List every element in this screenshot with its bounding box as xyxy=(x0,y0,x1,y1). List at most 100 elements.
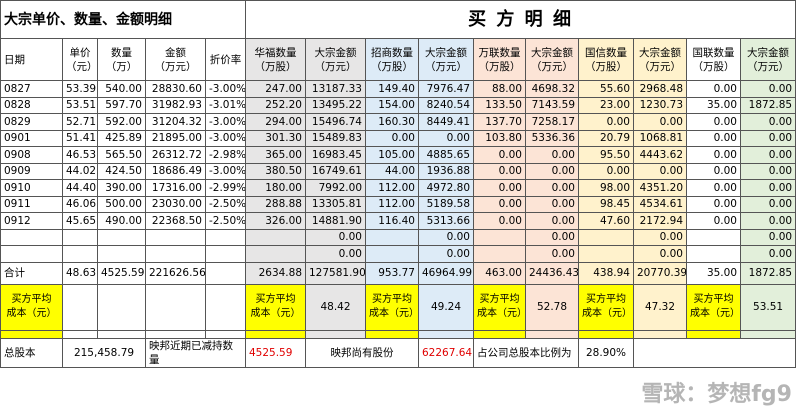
cell: 0.00 xyxy=(525,179,579,197)
cell: 52.71 xyxy=(62,113,98,131)
cell: 0.00 xyxy=(525,162,579,180)
cell: 4351.20 xyxy=(633,179,687,197)
cell: 0.00 xyxy=(473,146,526,164)
title-row: 大宗单价、数量、金额明细买 方 明 细 xyxy=(0,0,797,39)
average-label: 买方平均 成本（元） xyxy=(365,283,419,331)
column-header: 万联数量 （万股） xyxy=(473,38,526,81)
cell: 31204.32 xyxy=(145,113,206,131)
cell xyxy=(145,245,206,263)
cell: 0.00 xyxy=(686,179,741,197)
data-row: 0827 53.39 540.00 28830.60 -3.00% 247.00 13187… xyxy=(0,80,797,98)
cell: 13187.33 xyxy=(305,80,366,98)
cell: -2.50% xyxy=(205,195,246,213)
data-row: 0912 45.65 490.00 22368.50 -2.50% 326.00 14881… xyxy=(0,212,797,230)
cell: 0.00 xyxy=(525,245,579,263)
cell: 137.70 xyxy=(473,113,526,131)
stripe-cell xyxy=(145,329,206,339)
cell: 294.00 xyxy=(245,113,306,131)
cell: 0.00 xyxy=(739,245,797,263)
cell: 0.00 xyxy=(739,228,797,246)
cell: 23.00 xyxy=(578,96,634,114)
cell: 252.20 xyxy=(245,96,306,114)
cell: 540.00 xyxy=(97,80,146,98)
cell: 4698.32 xyxy=(525,80,579,98)
cell: 2634.88 xyxy=(245,261,306,285)
cell xyxy=(62,245,98,263)
stripe-cell xyxy=(633,329,687,339)
cell: 28830.60 xyxy=(145,80,206,98)
cell xyxy=(145,228,206,246)
cell xyxy=(686,228,741,246)
cell: 5336.36 xyxy=(525,129,579,147)
cell: 47.60 xyxy=(578,212,634,230)
cell: 7976.47 xyxy=(418,80,474,98)
cell: 0.00 xyxy=(305,228,366,246)
cell: 0.00 xyxy=(418,129,474,147)
summary-label: 总股本 xyxy=(0,337,63,368)
cell: -2.98% xyxy=(205,146,246,164)
total-row: 合计 48.63 4525.59 221626.56 2634.88 127581.90 9… xyxy=(0,261,797,285)
cell: 154.00 xyxy=(365,96,419,114)
average-value: 53.51 xyxy=(739,283,797,331)
cell: 46.53 xyxy=(62,146,98,164)
cell: 390.00 xyxy=(97,179,146,197)
cell: 5313.66 xyxy=(418,212,474,230)
cell: 98.45 xyxy=(578,195,634,213)
row-label: 0909 xyxy=(0,162,63,180)
title-right: 买 方 明 细 xyxy=(244,0,797,39)
cell: 0.00 xyxy=(365,129,419,147)
stripe-cell xyxy=(97,329,146,339)
stripe-cell xyxy=(365,329,419,339)
column-header: 数量 （万） xyxy=(97,38,146,81)
cell: 8449.41 xyxy=(418,113,474,131)
row-label: 0911 xyxy=(0,195,63,213)
cell: 953.77 xyxy=(365,261,419,285)
cell: 4525.59 xyxy=(97,261,146,285)
column-header: 招商数量 （万股） xyxy=(365,38,419,81)
cell: 438.94 xyxy=(578,261,634,285)
cell: 7258.17 xyxy=(525,113,579,131)
cell: 31982.93 xyxy=(145,96,206,114)
row-label: 合计 xyxy=(0,261,63,285)
title-left: 大宗单价、数量、金额明细 xyxy=(0,0,246,39)
cell: 0.00 xyxy=(525,195,579,213)
row-label: 0908 xyxy=(0,146,63,164)
column-header: 折价率 xyxy=(205,38,246,81)
cell: 20.79 xyxy=(578,129,634,147)
cell: 5189.58 xyxy=(418,195,474,213)
cell: 288.88 xyxy=(245,195,306,213)
cell: 463.00 xyxy=(473,261,526,285)
data-row: 0910 44.40 390.00 17316.00 -2.99% 180.00 7992.… xyxy=(0,179,797,197)
stripe-cell xyxy=(205,329,246,339)
cell xyxy=(578,228,634,246)
cell: 0.00 xyxy=(525,212,579,230)
row-label: 0901 xyxy=(0,129,63,147)
summary-value: 215,458.79 xyxy=(62,337,146,368)
cell: 365.00 xyxy=(245,146,306,164)
cell xyxy=(365,228,419,246)
cell: 103.80 xyxy=(473,129,526,147)
cell: 0.00 xyxy=(739,195,797,213)
cell: 44.40 xyxy=(62,179,98,197)
cell: 0.00 xyxy=(739,129,797,147)
cell: 14881.90 xyxy=(305,212,366,230)
cell: 4534.61 xyxy=(633,195,687,213)
cell xyxy=(62,228,98,246)
cell: 16749.61 xyxy=(305,162,366,180)
average-label: 买方平均 成本（元） xyxy=(245,283,306,331)
cell xyxy=(205,261,246,285)
cell: 0.00 xyxy=(633,245,687,263)
summary-value: 28.90% xyxy=(578,337,634,368)
cell: 55.60 xyxy=(578,80,634,98)
row-label: 0912 xyxy=(0,212,63,230)
cell: 4972.80 xyxy=(418,179,474,197)
column-header: 大宗金额 （万元） xyxy=(739,38,797,81)
cell: 1872.85 xyxy=(739,96,797,114)
column-header: 大宗金额 （万元） xyxy=(633,38,687,81)
cell: 0.00 xyxy=(739,146,797,164)
cell: 53.39 xyxy=(62,80,98,98)
cell: 0.00 xyxy=(739,80,797,98)
summary-row: 总股本 215,458.79 映邦近期已减持数量 4525.59 映邦尚有股份 62267… xyxy=(0,337,797,368)
column-header: 国联数量 （万股） xyxy=(686,38,741,81)
